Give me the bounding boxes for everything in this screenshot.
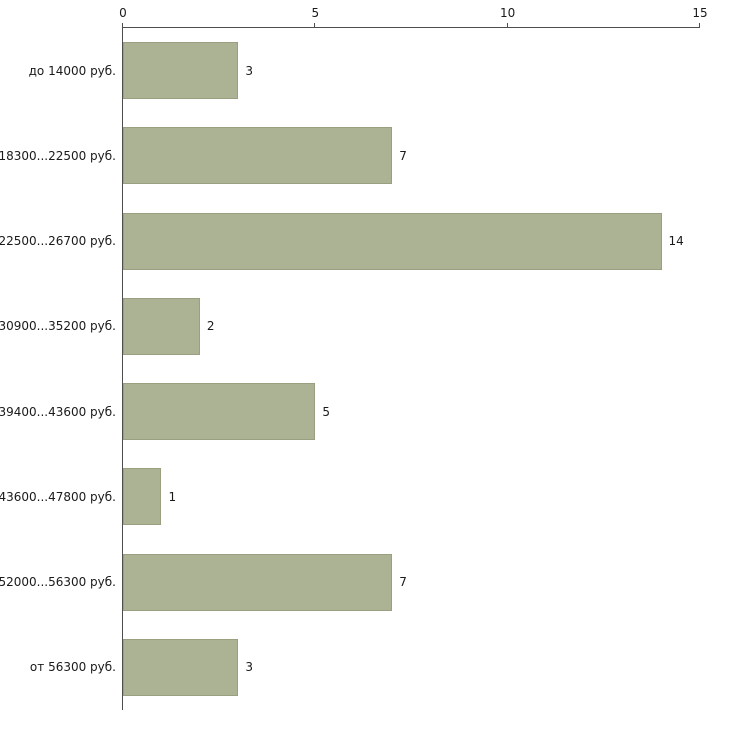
bar-row: 30900...35200 руб. 2 bbox=[0, 284, 700, 369]
category-label: 39400...43600 руб. bbox=[0, 404, 116, 419]
category-label: 43600...47800 руб. bbox=[0, 489, 116, 504]
category-label: до 14000 руб. bbox=[28, 63, 116, 78]
bar bbox=[123, 42, 239, 100]
x-axis-tick bbox=[506, 23, 508, 28]
plot-area: 0 5 10 15 до 14000 руб. 3 18300...22500 руб. 7… bbox=[0, 6, 708, 710]
x-axis-tick-label: 10 bbox=[500, 6, 516, 20]
bar-row: до 14000 руб. 3 bbox=[29, 28, 700, 113]
x-axis-tick bbox=[122, 23, 123, 28]
bar-row: 18300...22500 руб. 7 bbox=[0, 113, 700, 198]
bar bbox=[123, 383, 316, 441]
value-label: 5 bbox=[322, 404, 330, 419]
bar-row: 22500...26700 руб. 14 bbox=[0, 199, 700, 284]
bar bbox=[123, 127, 393, 185]
bar bbox=[123, 553, 393, 611]
value-label: 14 bbox=[668, 234, 684, 249]
x-axis-tick bbox=[699, 23, 700, 28]
bar bbox=[123, 468, 162, 526]
bar-row: от 56300 руб. 3 bbox=[30, 625, 700, 710]
category-label: 18300...22500 руб. bbox=[0, 148, 116, 163]
bar bbox=[123, 638, 239, 696]
category-label: 30900...35200 руб. bbox=[0, 319, 116, 334]
bar bbox=[123, 212, 662, 270]
x-axis-tick-label: 0 bbox=[119, 6, 127, 20]
value-label: 3 bbox=[245, 660, 254, 675]
bar-row: 52000...56300 руб. 7 bbox=[0, 540, 700, 625]
value-label: 7 bbox=[399, 148, 407, 163]
value-label: 1 bbox=[168, 489, 177, 504]
category-label: 22500...26700 руб. bbox=[0, 234, 116, 249]
bar bbox=[123, 297, 200, 355]
category-label: 52000...56300 руб. bbox=[0, 575, 116, 590]
value-label: 3 bbox=[245, 63, 254, 78]
value-label: 2 bbox=[206, 319, 215, 334]
bar-row: 43600...47800 руб. 1 bbox=[0, 454, 700, 539]
category-label: от 56300 руб. bbox=[29, 660, 116, 675]
x-axis-tick bbox=[314, 23, 316, 28]
bar-row: 39400...43600 руб. 5 bbox=[0, 369, 700, 454]
x-axis-tick-label: 15 bbox=[692, 6, 708, 20]
bar-rows: до 14000 руб. 3 18300...22500 руб. 7 22500..… bbox=[0, 28, 700, 710]
x-axis-tick-label: 5 bbox=[311, 6, 320, 20]
value-label: 7 bbox=[399, 575, 407, 590]
